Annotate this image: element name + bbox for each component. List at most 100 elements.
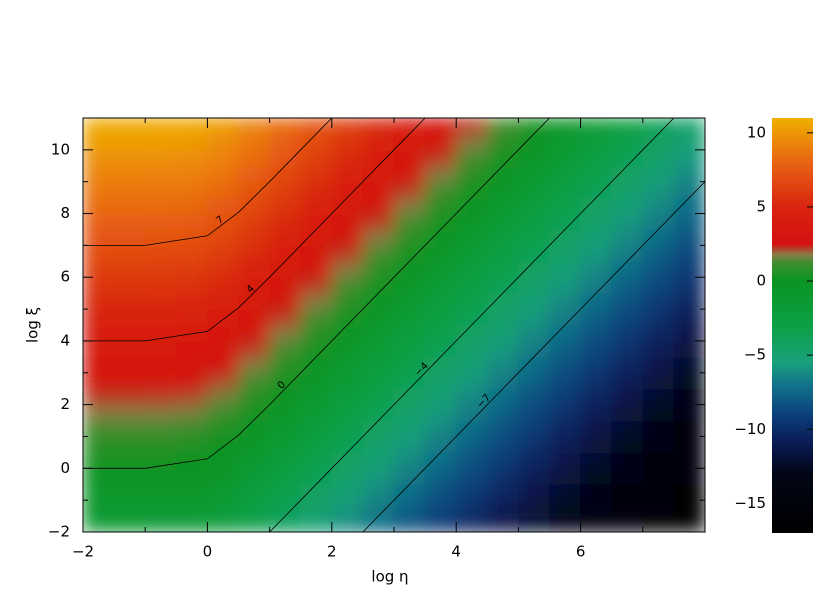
y-tick-label: 6 [60, 268, 70, 286]
heatmap-cell [424, 118, 457, 135]
heatmap-cell [611, 244, 644, 262]
y-tick-label: 8 [60, 204, 70, 222]
heatmap-cell [455, 276, 488, 294]
heatmap-cell [486, 133, 519, 151]
heatmap-cell [83, 149, 115, 167]
heatmap-cell [206, 213, 239, 230]
heatmap-cell [517, 165, 550, 183]
heatmap-cell [580, 228, 613, 246]
heatmap-cell [206, 260, 239, 278]
heatmap-cell [175, 499, 208, 517]
heatmap-cell [331, 228, 364, 246]
heatmap-cell [331, 133, 364, 151]
heatmap-cell [549, 420, 582, 437]
heatmap-cell [83, 515, 115, 532]
heatmap-cell [393, 404, 426, 422]
heatmap-cell [517, 213, 550, 230]
contour-label: 7 [214, 214, 226, 227]
heatmap-cell [611, 356, 644, 374]
heatmap-cell [549, 372, 582, 390]
heatmap-cell [206, 244, 239, 262]
heatmap-cell [113, 467, 146, 485]
heatmap-cell [269, 260, 302, 278]
heatmap-cell [331, 244, 364, 262]
x-tick-label: 4 [451, 543, 461, 561]
heatmap-cell [206, 435, 239, 453]
heatmap-cell [673, 292, 705, 310]
heatmap-cell [113, 292, 146, 310]
heatmap-cell [673, 451, 705, 469]
heatmap-cell [331, 404, 364, 422]
heatmap-cell [206, 340, 239, 358]
heatmap-cell [331, 149, 364, 167]
heatmap-cell [611, 420, 644, 437]
heatmap-cell [393, 499, 426, 517]
heatmap-cell [393, 292, 426, 310]
heatmap-cell [331, 165, 364, 183]
heatmap-cell [611, 149, 644, 167]
heatmap-cell [455, 515, 488, 532]
heatmap-cell [144, 292, 177, 310]
heatmap-cell [331, 499, 364, 517]
heatmap-cell [642, 181, 675, 199]
heatmap-cell [83, 292, 115, 310]
heatmap-cell [175, 515, 208, 532]
heatmap-cell [580, 165, 613, 183]
heatmap-cell [206, 165, 239, 183]
heatmap-cell [362, 228, 395, 246]
heatmap-cell [642, 388, 675, 406]
heatmap-cell [455, 388, 488, 406]
heatmap-cell [517, 118, 550, 135]
heatmap-cell [517, 133, 550, 151]
heatmap-cell [424, 356, 457, 374]
heatmap-cell [175, 435, 208, 453]
heatmap-cell [393, 483, 426, 501]
heatmap-cell [83, 213, 115, 230]
heatmap-cell [144, 165, 177, 183]
heatmap-cell [300, 244, 333, 262]
heatmap-cell [300, 118, 333, 135]
heatmap-cell [424, 197, 457, 215]
heatmap-cell [455, 356, 488, 374]
heatmap-cell [580, 515, 613, 532]
heatmap-cell [673, 404, 705, 422]
heatmap-cell [673, 388, 705, 406]
x-tick-label: 0 [203, 543, 213, 561]
heatmap-cell [175, 324, 208, 342]
heatmap-cell [424, 244, 457, 262]
heatmap-cell [393, 118, 426, 135]
heatmap-cell [486, 324, 519, 342]
heatmap-cell [549, 133, 582, 151]
heatmap-cell [393, 213, 426, 230]
heatmap-cell [362, 515, 395, 532]
heatmap-cell [206, 197, 239, 215]
heatmap-cell [673, 197, 705, 215]
heatmap-cell [611, 372, 644, 390]
heatmap-cell [642, 308, 675, 326]
heatmap-cell [238, 483, 271, 501]
heatmap-cell [144, 467, 177, 485]
heatmap-cell [144, 499, 177, 517]
y-axis-title: log ξ [24, 307, 42, 343]
colorbar-tick-label: 5 [756, 197, 766, 215]
heatmap-cell [113, 372, 146, 390]
heatmap-cell [206, 118, 239, 135]
y-tick-label: 10 [51, 140, 70, 158]
heatmap-cell [455, 181, 488, 199]
heatmap-cell [206, 515, 239, 532]
heatmap-cell [331, 276, 364, 294]
heatmap-cell [83, 372, 115, 390]
heatmap-cell [331, 118, 364, 135]
heatmap-cell [393, 340, 426, 358]
heatmap-cell [331, 451, 364, 469]
heatmap-cell [238, 213, 271, 230]
heatmap-cell [580, 388, 613, 406]
heatmap-cell [424, 420, 457, 437]
heatmap-cell [144, 340, 177, 358]
heatmap-cell [175, 467, 208, 485]
heatmap-cell [269, 292, 302, 310]
heatmap-cell [175, 356, 208, 374]
heatmap-cell [393, 324, 426, 342]
heatmap-cell [455, 244, 488, 262]
heatmap-cell [611, 467, 644, 485]
